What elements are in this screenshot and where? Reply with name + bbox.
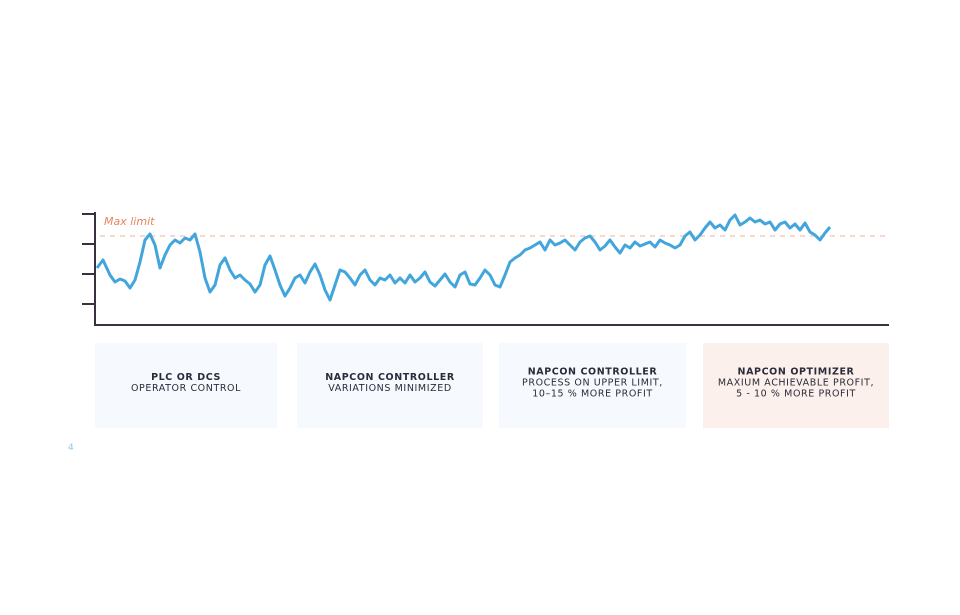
- card: [499, 343, 686, 428]
- max-limit-label: Max limit: [104, 215, 155, 228]
- card: [95, 343, 277, 428]
- card: [297, 343, 483, 428]
- card-line: OPERATOR CONTROL: [131, 383, 241, 394]
- card-line: MAXIUM ACHIEVABLE PROFIT,: [718, 378, 874, 389]
- card-line: VARIATIONS MINIMIZED: [328, 383, 452, 394]
- card-title: NAPCON OPTIMIZER: [738, 367, 855, 378]
- process-line: [95, 213, 832, 302]
- card-title: NAPCON CONTROLLER: [325, 372, 455, 383]
- card-title: NAPCON CONTROLLER: [528, 367, 658, 378]
- chart-illustration: Max limit: [82, 212, 890, 326]
- card-line: PROCESS ON UPPER LIMIT,: [522, 378, 663, 389]
- card-line: 10–15 % MORE PROFIT: [532, 389, 653, 400]
- card-title: PLC OR DCS: [151, 372, 221, 383]
- card: [703, 343, 889, 428]
- page-number: 4: [68, 443, 74, 453]
- card-line: 5 - 10 % MORE PROFIT: [736, 389, 856, 400]
